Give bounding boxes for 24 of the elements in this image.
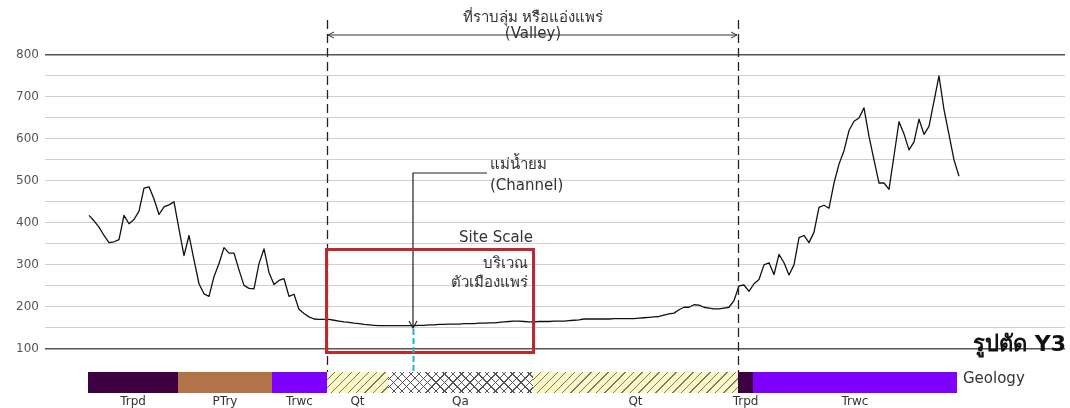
annotation: บริเวณ — [483, 254, 528, 272]
y-tick-label: 300 — [16, 256, 39, 271]
text: Qt — [628, 394, 643, 408]
text: Trpd — [732, 394, 759, 408]
y-tick-label: 600 — [16, 131, 39, 146]
text: Trpd — [120, 394, 146, 408]
y-tick-label: 800 — [16, 47, 39, 62]
text: Qa — [452, 394, 469, 408]
text: Trwc — [841, 394, 869, 408]
y-tick-label: 200 — [16, 298, 39, 313]
y-tick-label: 100 — [16, 340, 39, 355]
text: Geology — [963, 369, 1025, 387]
text: (Valley) — [504, 24, 562, 42]
text: Trwc — [286, 394, 313, 408]
annotation: (Channel) — [490, 176, 564, 194]
text: Qt — [350, 394, 365, 408]
text: ที่ราบลุ่ม หรือแอ่งแพร่ — [462, 8, 604, 26]
y-tick-label: 400 — [16, 215, 39, 230]
annotation: Site Scale — [459, 228, 533, 246]
annotation: แม่น้ำยม — [490, 155, 547, 173]
annotation: ตัวเมืองแพร่ — [451, 273, 528, 291]
y-tick-label: 700 — [16, 89, 39, 104]
text: PTry — [212, 394, 238, 408]
y-tick-label: 500 — [16, 173, 39, 188]
